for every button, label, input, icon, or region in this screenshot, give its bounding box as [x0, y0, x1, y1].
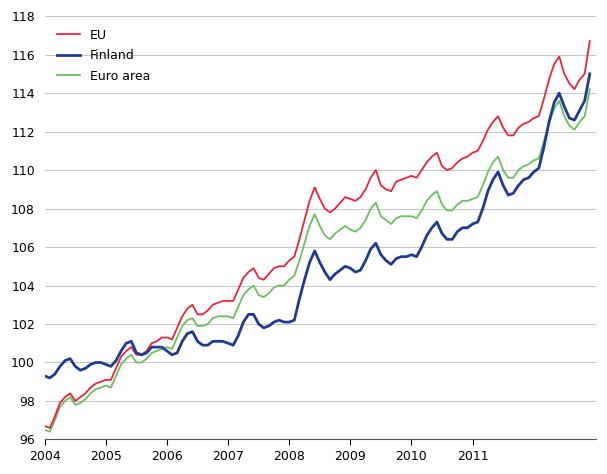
Finland: [581, 98, 588, 104]
EU: [41, 423, 49, 429]
Euro area: [515, 167, 522, 173]
Euro area: [41, 427, 49, 433]
Euro area: [581, 113, 588, 119]
Finland: [301, 277, 308, 283]
EU: [586, 38, 594, 44]
Finland: [586, 71, 594, 77]
Euro area: [301, 240, 308, 246]
EU: [46, 425, 53, 431]
Finland: [133, 350, 140, 356]
Finland: [515, 182, 522, 188]
Finland: [479, 206, 486, 211]
Finland: [102, 362, 109, 367]
Finland: [46, 375, 53, 381]
Euro area: [586, 86, 594, 92]
Line: EU: EU: [45, 41, 590, 428]
Finland: [41, 373, 49, 379]
EU: [102, 377, 109, 383]
EU: [479, 138, 486, 144]
Line: Euro area: Euro area: [45, 89, 590, 432]
Euro area: [479, 182, 486, 188]
Line: Finland: Finland: [45, 74, 590, 378]
EU: [133, 352, 140, 358]
Euro area: [133, 360, 140, 365]
EU: [581, 71, 588, 77]
Legend: EU, Finland, Euro area: EU, Finland, Euro area: [51, 22, 157, 89]
Euro area: [102, 383, 109, 388]
EU: [301, 217, 308, 223]
Euro area: [46, 429, 53, 435]
EU: [515, 125, 522, 130]
